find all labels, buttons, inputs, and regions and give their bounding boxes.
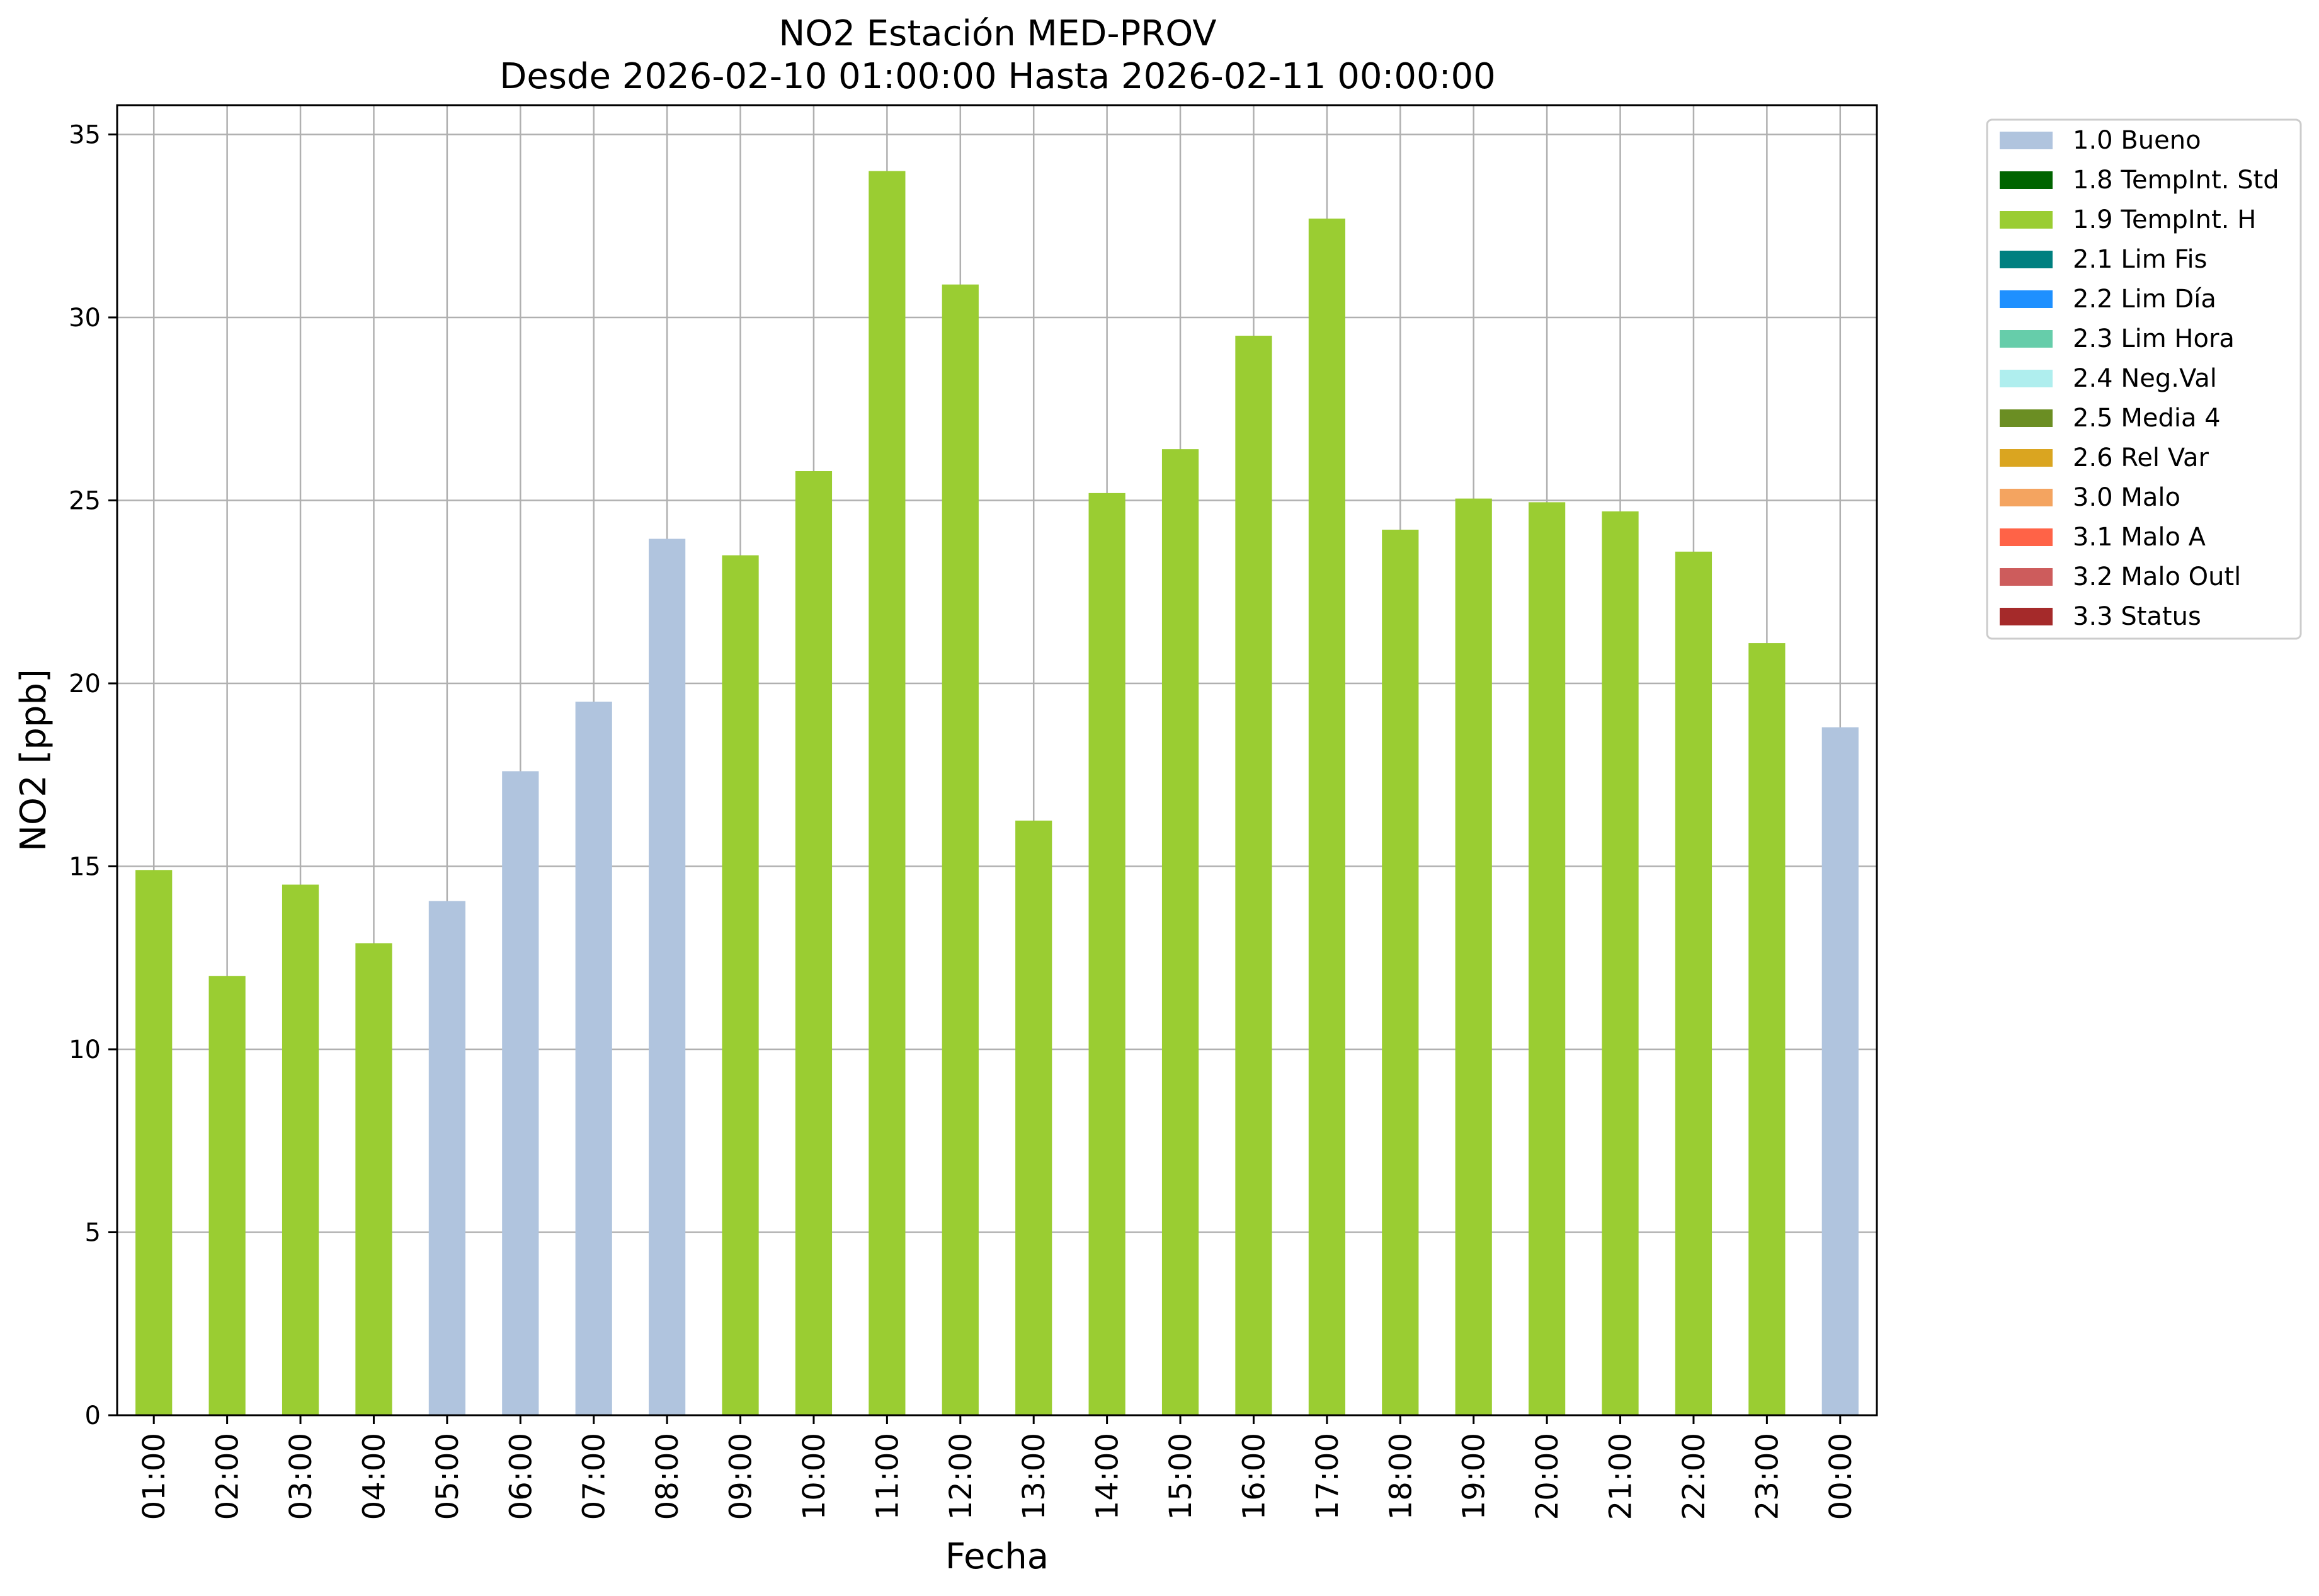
legend-label: 2.2 Lim Día — [2073, 285, 2216, 314]
x-tick-label: 19:00 — [1457, 1433, 1492, 1520]
legend-swatch — [2000, 528, 2053, 546]
legend-frame — [1986, 118, 2302, 640]
bar — [428, 901, 465, 1415]
x-tick-label: 11:00 — [870, 1433, 905, 1520]
bar — [1235, 336, 1272, 1416]
chart-title: NO2 Estación MED-PROV — [778, 13, 1216, 54]
legend-swatch — [2000, 370, 2053, 387]
bar — [1455, 498, 1492, 1415]
legend-swatch — [2000, 211, 2053, 229]
bar — [1748, 643, 1786, 1416]
legend-swatch — [2000, 330, 2053, 348]
legend-swatch — [2000, 409, 2053, 427]
y-tick-label: 0 — [85, 1401, 101, 1430]
bar — [1529, 502, 1566, 1415]
legend-label: 2.6 Rel Var — [2073, 443, 2209, 472]
bar — [795, 471, 833, 1415]
y-tick-label: 5 — [85, 1218, 101, 1247]
x-tick-label: 07:00 — [577, 1433, 612, 1520]
legend-label: 1.8 TempInt. Std — [2073, 166, 2279, 195]
legend-swatch — [2000, 449, 2053, 467]
bar — [1675, 551, 1712, 1415]
legend-swatch — [2000, 171, 2053, 189]
bar — [1161, 449, 1199, 1415]
x-tick-label: 06:00 — [503, 1433, 538, 1520]
x-tick-label: 15:00 — [1163, 1433, 1199, 1520]
legend-swatch — [2000, 489, 2053, 506]
legend-label: 3.2 Malo Outl — [2073, 562, 2241, 591]
x-tick-label: 01:00 — [137, 1433, 172, 1520]
legend-items: 1.0 Bueno 1.8 TempInt. Std 1.9 TempInt. H 2… — [2000, 126, 2279, 631]
legend-label: 3.3 Status — [2073, 602, 2201, 631]
bar — [942, 284, 979, 1415]
chart-subtitle: Desde 2026-02-10 01:00:00 Hasta 2026-02-… — [499, 56, 1496, 97]
x-tick-label: 04:00 — [356, 1433, 392, 1520]
x-tick-label: 23:00 — [1750, 1433, 1785, 1520]
legend-label: 3.0 Malo — [2073, 483, 2180, 512]
bar — [135, 870, 173, 1415]
bar — [649, 539, 686, 1415]
x-tick-label: 02:00 — [210, 1433, 246, 1520]
y-tick-label: 15 — [69, 852, 101, 881]
y-tick-label: 20 — [69, 670, 101, 698]
bar — [502, 771, 539, 1415]
legend-label: 1.9 TempInt. H — [2073, 205, 2256, 234]
legend-label: 2.3 Lim Hora — [2073, 324, 2235, 353]
legend-label: 2.4 Neg.Val — [2073, 364, 2217, 393]
x-tick-label: 03:00 — [283, 1433, 319, 1520]
bar — [1382, 529, 1419, 1415]
legend-label: 3.1 Malo A — [2073, 523, 2206, 552]
legend-swatch — [2000, 290, 2053, 308]
bar — [1602, 511, 1639, 1415]
x-tick-label: 17:00 — [1310, 1433, 1345, 1520]
legend-swatch — [2000, 251, 2053, 268]
plot-frame — [116, 104, 1878, 1416]
x-tick-label: 09:00 — [724, 1433, 759, 1520]
legend-label: 2.5 Media 4 — [2073, 404, 2221, 433]
legend-swatch — [2000, 608, 2053, 625]
bar — [1308, 219, 1345, 1416]
x-tick-label: 12:00 — [943, 1433, 979, 1520]
x-tick-label: 21:00 — [1604, 1433, 1639, 1520]
x-tick-label: 10:00 — [797, 1433, 832, 1520]
bar — [282, 884, 319, 1415]
legend: 1.0 Bueno 1.8 TempInt. Std 1.9 TempInt. H 2… — [1986, 118, 2302, 640]
legend-swatch — [2000, 568, 2053, 586]
x-tick-label: 13:00 — [1017, 1433, 1052, 1520]
bar — [1821, 727, 1859, 1415]
bar — [208, 976, 246, 1415]
legend-swatch — [2000, 132, 2053, 149]
bars — [135, 171, 1859, 1416]
y-tick-label: 25 — [69, 486, 101, 515]
x-ticks: 01:00 02:00 03:00 04:00 05:00 06:00 07:00 08:00… — [137, 1415, 1859, 1520]
x-tick-label: 00:00 — [1823, 1433, 1859, 1520]
x-tick-label: 08:00 — [650, 1433, 685, 1520]
y-tick-label: 35 — [69, 120, 101, 149]
y-axis-label: NO2 [ppb] — [13, 669, 54, 852]
x-tick-label: 22:00 — [1677, 1433, 1712, 1520]
bar — [575, 702, 612, 1415]
bar — [355, 943, 392, 1415]
legend-label: 2.1 Lim Fis — [2073, 245, 2207, 274]
bar — [869, 171, 906, 1415]
y-ticks: 0 5 10 15 20 25 30 35 — [69, 120, 117, 1430]
x-tick-label: 14:00 — [1090, 1433, 1125, 1520]
x-axis-label: Fecha — [945, 1536, 1049, 1577]
y-tick-label: 10 — [69, 1035, 101, 1064]
bar — [722, 555, 759, 1415]
bar — [1015, 820, 1052, 1415]
bar — [1088, 493, 1125, 1415]
y-tick-label: 30 — [69, 304, 101, 333]
x-tick-label: 05:00 — [430, 1433, 465, 1520]
x-tick-label: 16:00 — [1236, 1433, 1272, 1520]
x-tick-label: 20:00 — [1530, 1433, 1565, 1520]
legend-label: 1.0 Bueno — [2073, 126, 2201, 155]
x-tick-label: 18:00 — [1383, 1433, 1418, 1520]
